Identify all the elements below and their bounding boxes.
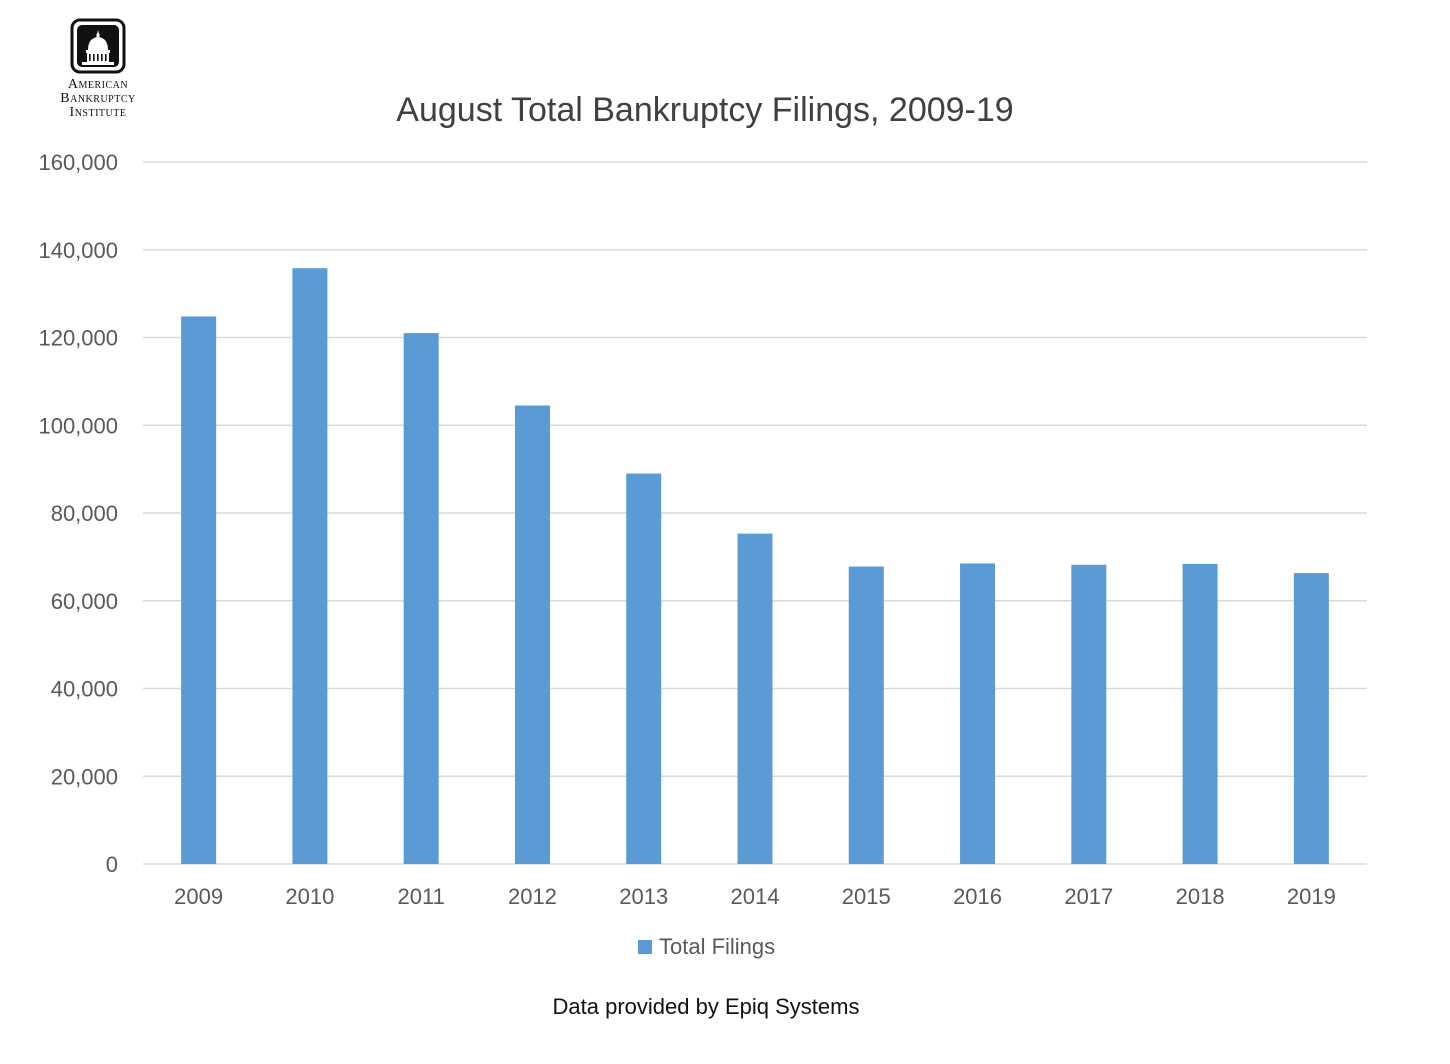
x-axis-tick-labels: 2009 2010 2011 2012 2013 2014 2015 2016 2017 2018… — [174, 884, 1336, 909]
y-tick-label: 80,000 — [51, 501, 118, 526]
gridlines — [143, 161, 1367, 865]
legend: Total Filings — [638, 934, 775, 959]
logo-text-line-1: American — [67, 77, 129, 92]
x-tick-label: 2016 — [953, 884, 1002, 909]
bar-2016 — [960, 563, 996, 864]
x-tick-label: 2010 — [285, 884, 334, 909]
x-tick-label: 2017 — [1064, 884, 1113, 909]
bar-2010 — [292, 268, 328, 864]
y-axis-tick-labels: 0 20,000 40,000 60,000 80,000 100,000 120,000 1… — [38, 150, 118, 877]
x-tick-label: 2019 — [1287, 884, 1336, 909]
bar-2013 — [626, 473, 662, 864]
bars — [181, 268, 1329, 864]
x-tick-label: 2013 — [619, 884, 668, 909]
capitol-dome-icon — [70, 18, 126, 74]
y-tick-label: 120,000 — [38, 326, 118, 351]
x-tick-label: 2014 — [731, 884, 780, 909]
x-tick-label: 2018 — [1176, 884, 1225, 909]
bar-2012 — [514, 405, 550, 864]
logo: American Bankruptcy Institute — [40, 14, 160, 124]
chart-title: August Total Bankruptcy Filings, 2009-19 — [396, 91, 1013, 129]
bar-2015 — [848, 566, 884, 864]
logo-text-line-3: Institute — [69, 105, 127, 120]
bar-2011 — [403, 333, 439, 864]
y-tick-label: 160,000 — [38, 150, 118, 175]
y-tick-label: 60,000 — [51, 589, 118, 614]
bar-2018 — [1182, 563, 1218, 864]
y-tick-label: 100,000 — [38, 413, 118, 438]
x-tick-label: 2011 — [398, 884, 445, 909]
y-tick-label: 40,000 — [51, 677, 118, 702]
x-tick-label: 2009 — [174, 884, 223, 909]
data-source-note: Data provided by Epiq Systems — [552, 994, 860, 1019]
x-tick-label: 2012 — [508, 884, 557, 909]
legend-swatch-total-filings — [638, 940, 652, 954]
legend-label-total-filings: Total Filings — [659, 934, 775, 959]
bar-2009 — [181, 316, 217, 864]
logo-text-line-2: Bankruptcy — [60, 91, 136, 106]
y-tick-label: 140,000 — [38, 238, 118, 263]
bar-2019 — [1293, 573, 1329, 864]
bar-2014 — [737, 533, 773, 864]
x-tick-label: 2015 — [842, 884, 891, 909]
y-tick-label: 0 — [106, 852, 118, 877]
bar-2017 — [1071, 564, 1107, 864]
y-tick-label: 20,000 — [51, 764, 118, 789]
